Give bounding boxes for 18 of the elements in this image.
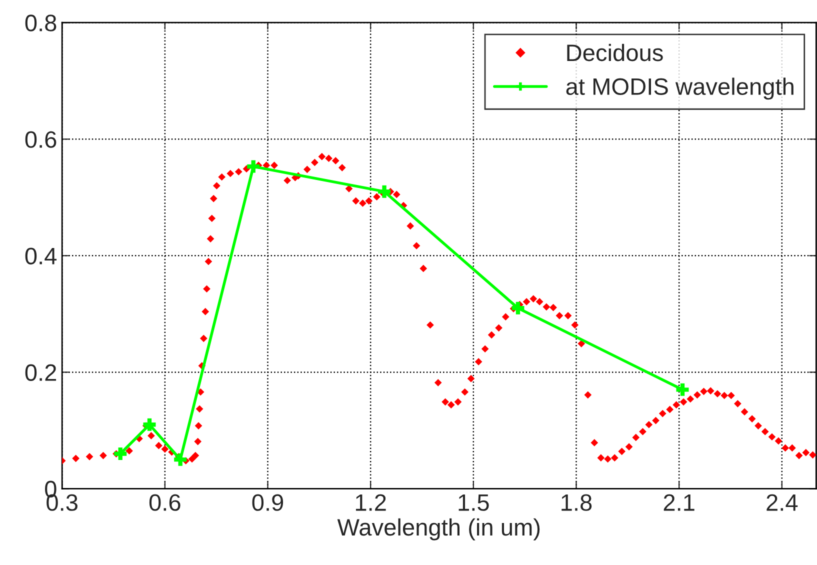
x-tick-label: 0.6	[149, 494, 180, 511]
y-tick-label: 0.2	[25, 364, 56, 381]
y-tick-label: 0.6	[25, 131, 56, 148]
x-tick-label: 2.1	[664, 494, 694, 511]
x-axis-title: Wavelength (in um)	[337, 518, 540, 540]
x-tick-label: 0.9	[252, 494, 284, 511]
x-tick-label: 2.4	[766, 494, 798, 511]
point	[245, 158, 262, 175]
point	[141, 416, 158, 433]
y-tick-label: 0.8	[25, 14, 56, 32]
x-tick-label: 1.5	[458, 494, 489, 511]
x-tick-label: 1.2	[356, 494, 386, 511]
legend-label: Decidous	[567, 44, 663, 62]
x-tick-label: 1.8	[562, 494, 592, 511]
point	[172, 451, 189, 468]
point	[510, 300, 526, 316]
legend-label: at MODIS wavelength	[566, 78, 794, 100]
y-tick-label: 0.4	[25, 248, 57, 264]
